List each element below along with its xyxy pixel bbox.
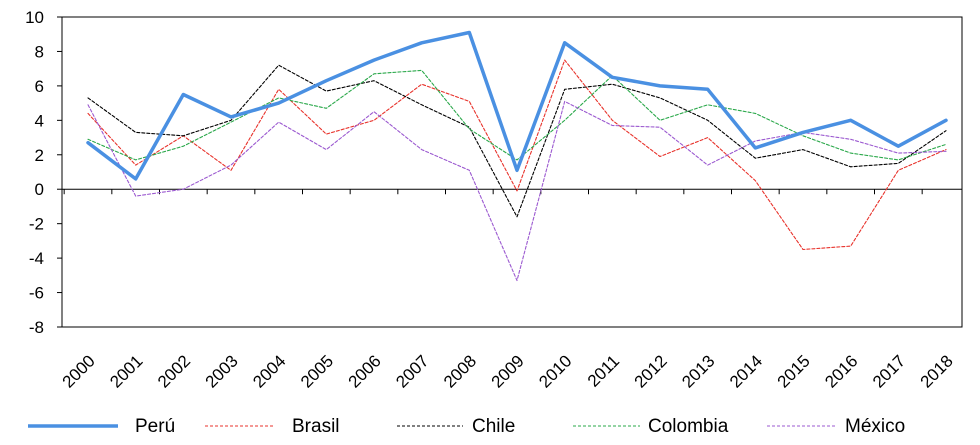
series-line-chile: [87, 64, 947, 218]
y-tick-label: 2: [35, 146, 44, 165]
x-tick-label: 2018: [917, 351, 957, 391]
x-tick-label: 2009: [488, 351, 528, 391]
legend-label: Chile: [472, 416, 515, 437]
x-tick-label: 2012: [631, 351, 671, 391]
x-tick-label: 2007: [392, 351, 432, 391]
x-tick-labels: 2000 2001 2002 2003 2004 2005 2006 2007 2008 2009…: [59, 351, 957, 391]
series-line-peru: [86, 30, 948, 181]
x-tick-label: 2017: [869, 351, 909, 391]
x-tick-label: 2002: [154, 351, 194, 391]
series-line-brasil: [87, 59, 947, 251]
x-tick-label: 2005: [297, 351, 337, 391]
y-tick-label: -2: [29, 215, 44, 234]
y-tick-label: 0: [35, 180, 44, 199]
x-tick-label: 2014: [726, 351, 766, 391]
series-lines: [86, 30, 948, 282]
legend-label: Brasil: [292, 416, 340, 437]
x-tick-label: 2001: [106, 351, 146, 391]
legend-label: México: [845, 416, 905, 437]
series-line-colombia: [87, 69, 947, 161]
x-tick-label: 2006: [345, 351, 385, 391]
x-tick-label: 2011: [584, 351, 623, 390]
y-tick-label: -6: [29, 284, 44, 303]
plot-frame: [61, 16, 963, 328]
x-tick-label: 2016: [821, 351, 861, 391]
y-tick-label: 6: [35, 77, 44, 96]
y-tick-labels: 10 8 6 4 2 0 -2 -4 -6 -8: [25, 8, 44, 337]
legend-label: Perú: [135, 416, 175, 437]
y-tick-label: -8: [29, 318, 44, 337]
x-tick-label: 2015: [774, 351, 814, 391]
y-tick-label: 4: [35, 111, 44, 130]
x-tick-label: 2000: [59, 351, 99, 391]
y-tick-label: 8: [35, 42, 44, 61]
x-tick-label: 2003: [202, 351, 242, 391]
x-tick-label: 2010: [535, 351, 575, 391]
x-tick-label: 2008: [440, 351, 480, 391]
legend-label: Colombia: [648, 416, 729, 437]
y-tick-label: 10: [25, 8, 44, 27]
axes: [57, 16, 963, 328]
x-tick-label: 2013: [678, 351, 718, 391]
legend: Perú Brasil Chile Colombia México: [28, 416, 905, 437]
x-tick-label: 2004: [249, 351, 289, 391]
y-tick-label: -4: [29, 249, 44, 268]
